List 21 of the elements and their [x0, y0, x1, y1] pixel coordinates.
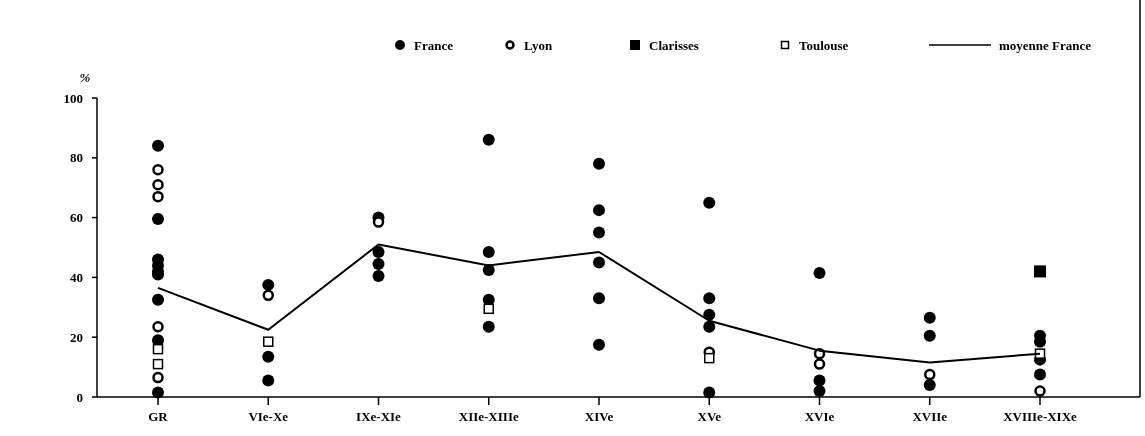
x-tick-label: IXe-XIe	[356, 409, 402, 424]
y-tick-label: 0	[76, 389, 83, 405]
legend-label: Clarisses	[649, 37, 699, 53]
legend-label: moyenne France	[999, 37, 1092, 53]
y-tick-label: 80	[70, 150, 83, 166]
legend-label: France	[414, 37, 454, 53]
y-axis-title: %	[79, 70, 91, 85]
y-tick-label: 100	[63, 90, 83, 106]
legend-label: Toulouse	[799, 37, 849, 53]
x-tick-label: XIIe-XIIIe	[458, 409, 519, 424]
x-tick-label: XIVe	[584, 409, 614, 424]
legend-label: Lyon	[524, 37, 553, 53]
x-tick-label: XVIIIe-XIXe	[1003, 409, 1078, 424]
x-tick-label: XVIe	[804, 409, 835, 424]
x-tick-label: VIe-Xe	[248, 409, 289, 424]
x-tick-label: XVIIe	[912, 409, 948, 424]
x-tick-label: GR	[148, 409, 169, 424]
y-tick-label: 20	[70, 329, 83, 345]
y-tick-label: 60	[70, 210, 83, 226]
x-tick-label: XVe	[697, 409, 722, 424]
y-tick-label: 40	[70, 269, 83, 285]
